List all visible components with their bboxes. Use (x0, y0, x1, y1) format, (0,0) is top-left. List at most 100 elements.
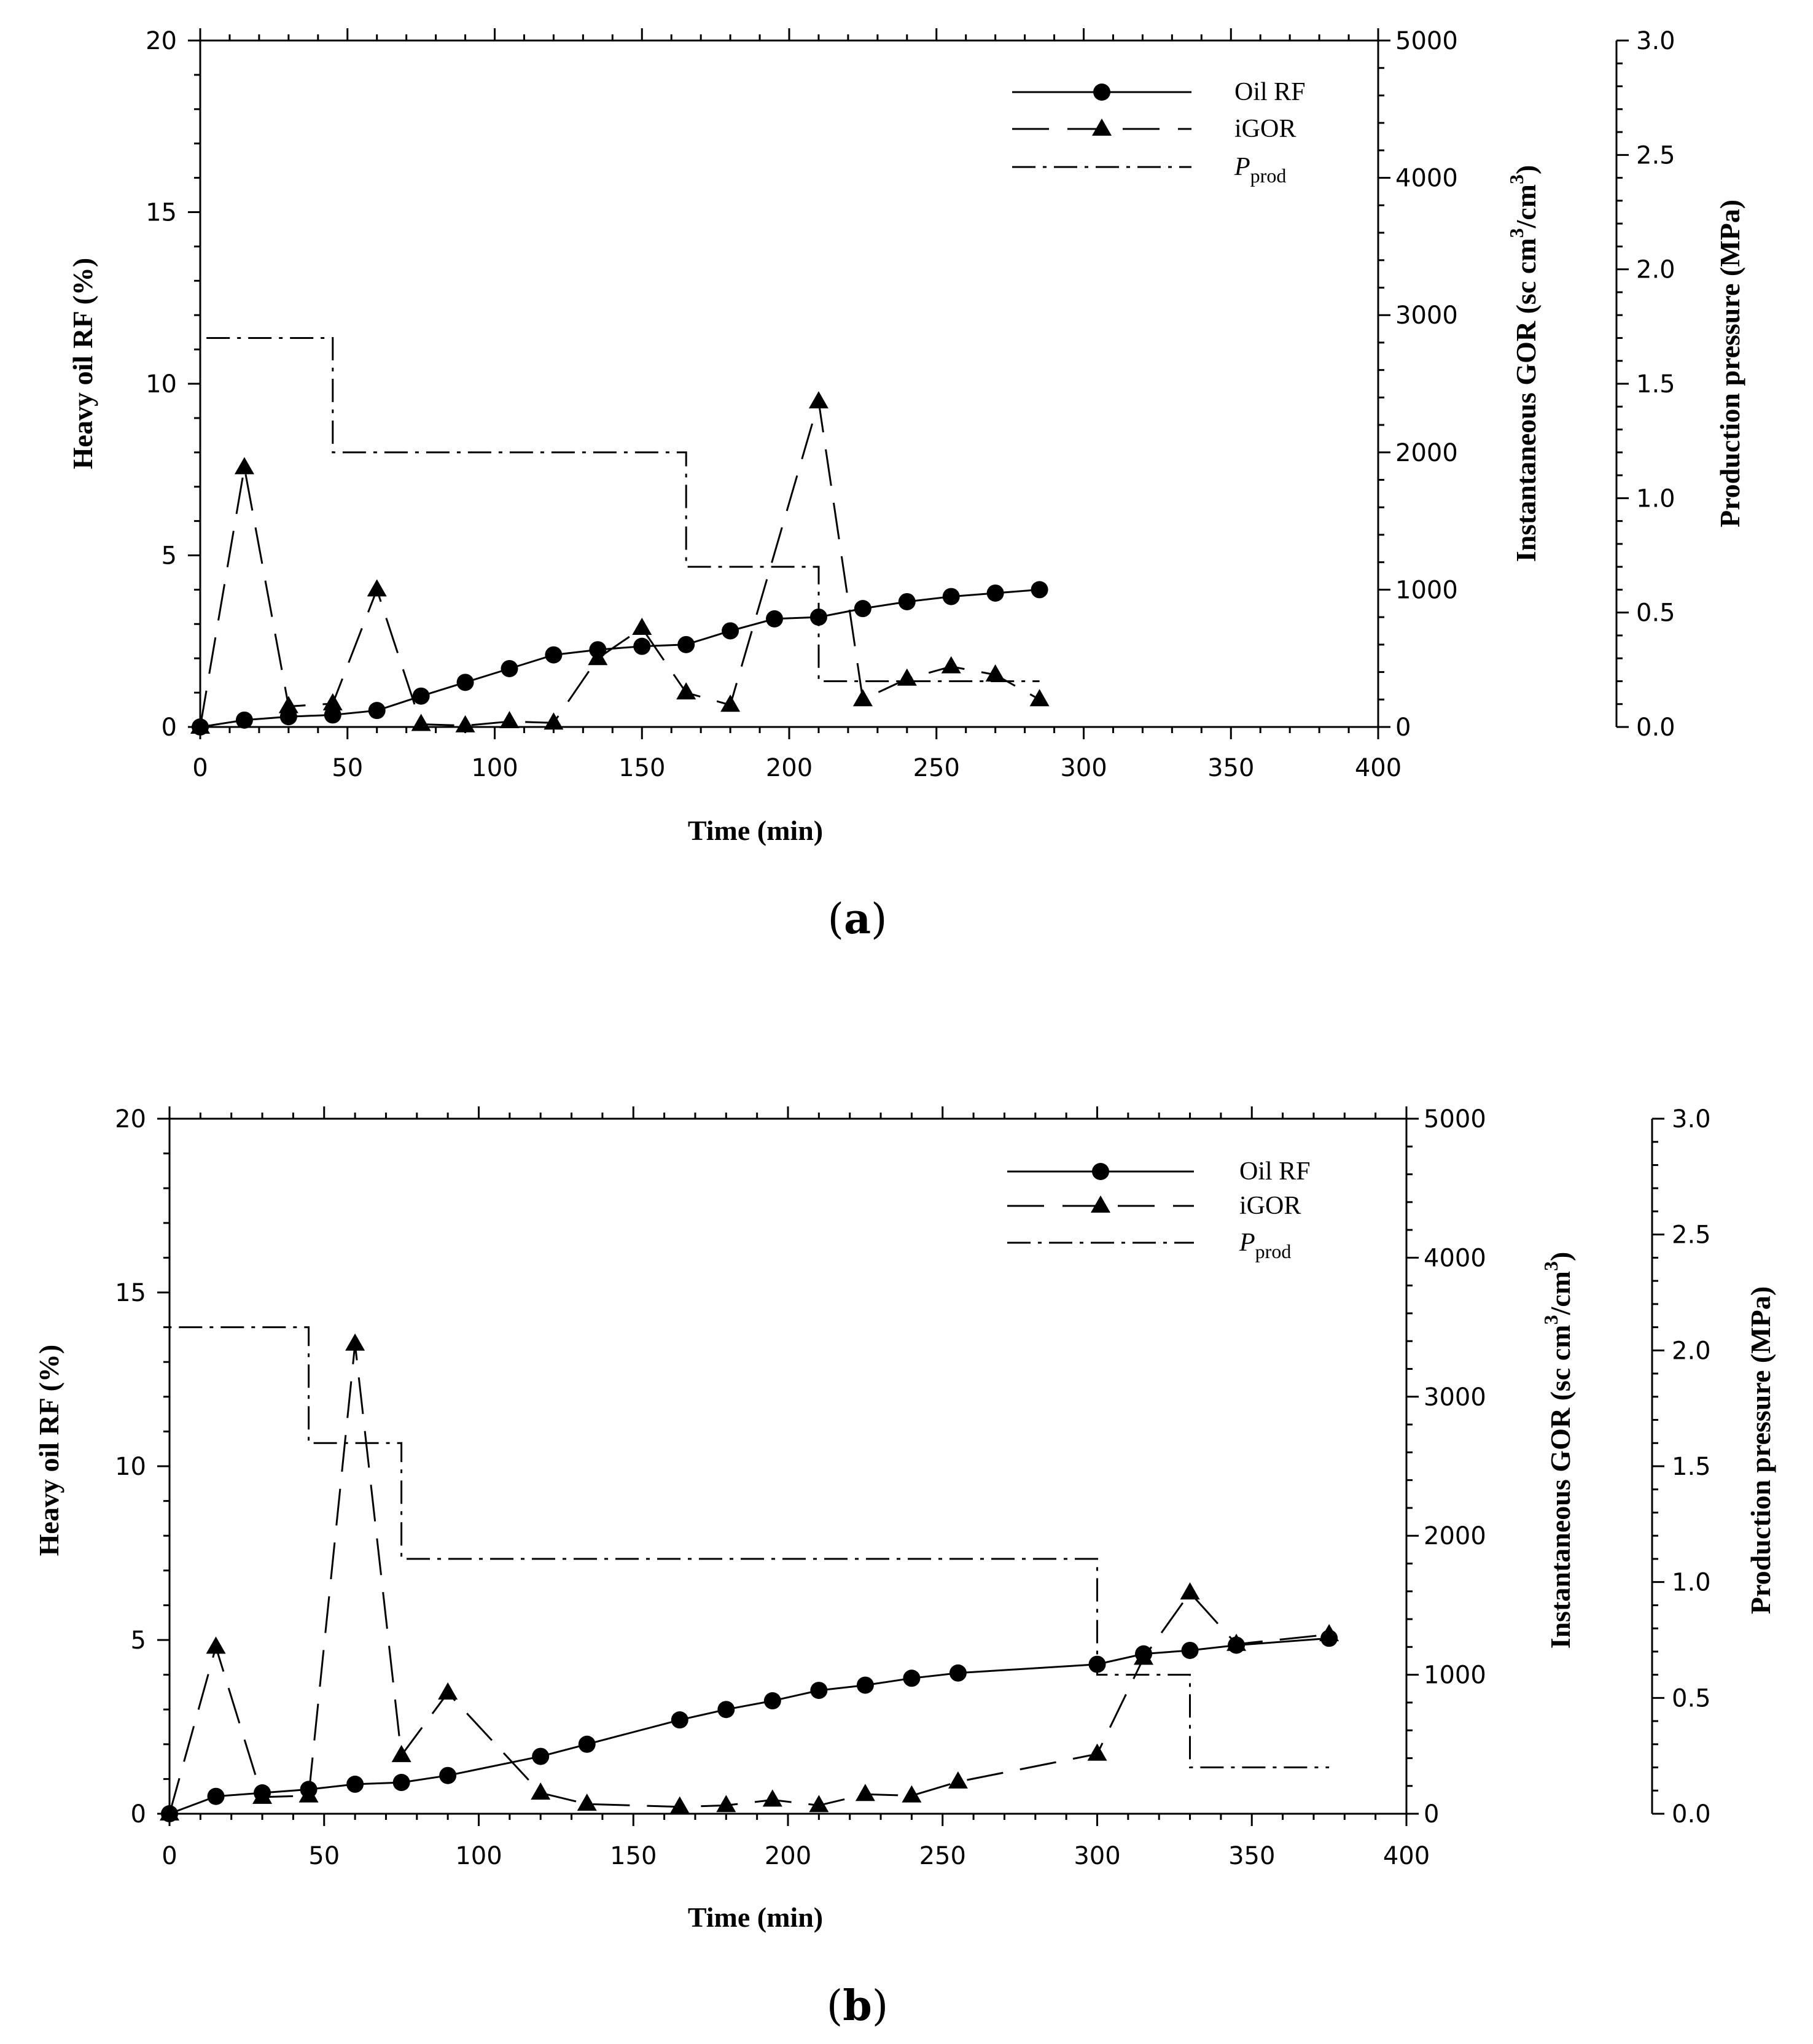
oil-rf-point (1088, 1655, 1106, 1673)
oil-rf-point (368, 702, 386, 720)
igor-point (1087, 1743, 1107, 1761)
left-y-tick-label: 0 (162, 713, 177, 742)
gor-title-sup1: 3 (1505, 228, 1527, 238)
legend-igor-marker (1091, 1195, 1110, 1213)
gor-y-tick-label: 3000 (1424, 1383, 1486, 1412)
x-tick-label: 400 (1383, 1842, 1430, 1870)
pressure-y-ticks: 0.0 0.5 1.0 1.5 2.0 2.5 3.0 (1616, 27, 1675, 742)
pressure-y-tick-label: 2.0 (1636, 256, 1675, 284)
gor-y-axis-title: Instantaneous GOR (sc cm3/cm3) (1540, 1252, 1576, 1649)
left-y-tick-label: 20 (146, 27, 177, 55)
x-tick-label: 300 (1060, 754, 1107, 782)
x-tick-label: 50 (308, 1842, 340, 1870)
pressure-y-tick-label: 2.5 (1672, 1221, 1711, 1249)
oil-rf-point (671, 1711, 688, 1729)
legend-oilrf-marker (1093, 84, 1110, 101)
oil-rf-point (1135, 1645, 1153, 1663)
x-tick-label: 50 (332, 754, 363, 782)
x-tick-label: 350 (1228, 1842, 1275, 1870)
igor-point (669, 1796, 690, 1814)
pressure-y-tick-label: 2.0 (1672, 1337, 1711, 1365)
legend-pprod-sub: prod (1250, 165, 1287, 187)
pressure-y-tick-label: 2.5 (1636, 141, 1675, 169)
igor-point (499, 711, 520, 729)
gor-y-axis-title: Instantaneous GOR (sc cm3/cm3) (1505, 165, 1542, 562)
oil-rf-point (677, 635, 695, 653)
chart-marks (190, 219, 1050, 736)
igor-point (345, 1333, 365, 1351)
pressure-y-ticks: 0.0 0.5 1.0 1.5 2.0 2.5 3.0 (1652, 1105, 1711, 1828)
gor-y-ticks: 0 1000 2000 3000 4000 5000 (1378, 27, 1458, 742)
chart-marks (160, 1211, 1339, 1822)
igor-point (716, 1795, 736, 1813)
igor-point (676, 682, 696, 700)
legend-oilrf-marker (1092, 1163, 1109, 1180)
oil-rf-point (810, 1682, 828, 1700)
oil-rf-point (854, 600, 871, 618)
legend-pprod-p: P (1239, 1229, 1255, 1257)
oil-rf-point (809, 608, 827, 626)
x-tick-label: 300 (1074, 1842, 1120, 1870)
left-y-tick-label: 20 (115, 1105, 146, 1133)
legend-pprod-label: Pprod (1239, 1229, 1291, 1262)
igor-point (367, 579, 387, 597)
chart-panel-a: 0 50 100 150 200 250 300 350 400 0 5 10 15 20 0 1000 2… (67, 27, 1745, 944)
oil-rf-point (717, 1701, 735, 1719)
x-tick-label: 200 (765, 1842, 811, 1870)
oil-rf-point (279, 708, 297, 726)
legend: Oil RF iGOR Pprod (1012, 78, 1306, 187)
oil-rf-point (942, 588, 960, 605)
oil-rf-point (949, 1664, 967, 1682)
legend-igor-label: iGOR (1239, 1192, 1301, 1220)
legend-pprod-p: P (1234, 153, 1250, 181)
left-y-tick-label: 10 (146, 370, 177, 398)
x-ticks: 0 50 100 150 200 250 300 350 400 (162, 1106, 1430, 1870)
igor-point (948, 1771, 968, 1789)
left-y-tick-label: 10 (115, 1453, 146, 1481)
left-y-ticks: 0 5 10 15 20 (115, 1105, 170, 1828)
igor-point (852, 689, 873, 707)
gor-title-main: Instantaneous GOR (sc cm (1510, 238, 1542, 562)
oil-rf-point (856, 1676, 874, 1694)
gor-y-ticks: 0 1000 2000 3000 4000 5000 (1406, 1105, 1486, 1828)
left-y-tick-label: 0 (131, 1800, 146, 1828)
x-axis-title: Time (min) (688, 1902, 823, 1933)
oil-rf-point (501, 659, 518, 677)
oil-rf-point (532, 1747, 550, 1765)
igor-point (438, 1682, 458, 1700)
pressure-y-tick-label: 0.5 (1672, 1684, 1711, 1712)
x-tick-label: 150 (618, 754, 665, 782)
x-tick-label: 150 (610, 1842, 657, 1870)
oil-rf-point (300, 1781, 318, 1798)
oil-rf-point (545, 646, 563, 664)
oil-rf-point (633, 637, 651, 655)
gor-title-end: ) (1545, 1252, 1576, 1261)
oil-rf-point (986, 584, 1004, 602)
oil-rf-point (456, 674, 474, 691)
legend-oilrf-label: Oil RF (1239, 1157, 1311, 1186)
igor-point (234, 457, 254, 475)
oil-rf-point (903, 1669, 921, 1687)
igor-point (762, 1789, 782, 1807)
oil-rf-point (254, 1784, 271, 1802)
igor-point (206, 1636, 226, 1654)
legend-pprod-sub: prod (1255, 1240, 1292, 1262)
panel-label-b: (b) (827, 1981, 889, 2030)
pressure-y-axis-title: Production pressure (MPa) (1714, 200, 1745, 527)
pressure-y-tick-label: 1.0 (1636, 484, 1675, 513)
oil-rf-point (1031, 581, 1048, 599)
oil-rf-point (346, 1775, 364, 1793)
x-tick-label: 100 (455, 1842, 502, 1870)
oil-rf-point (589, 641, 607, 659)
pressure-y-tick-label: 0.0 (1636, 713, 1675, 742)
igor-point (278, 696, 298, 713)
oil-rf-point (439, 1766, 457, 1784)
panel-letter-b: b (843, 1981, 872, 2030)
left-y-tick-label: 15 (146, 199, 177, 227)
gor-y-tick-label: 0 (1395, 713, 1411, 742)
igor-point (544, 712, 564, 730)
gor-y-tick-label: 5000 (1395, 27, 1458, 55)
x-tick-label: 350 (1207, 754, 1254, 782)
pressure-y-tick-label: 1.5 (1636, 370, 1675, 398)
